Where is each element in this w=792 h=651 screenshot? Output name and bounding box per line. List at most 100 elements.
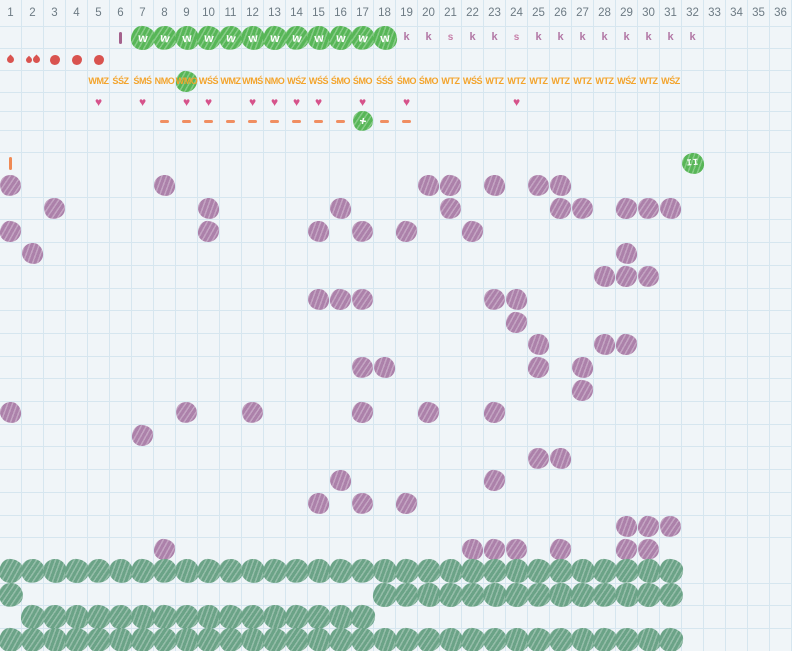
day-cell[interactable] bbox=[0, 470, 22, 492]
day-cell[interactable] bbox=[550, 49, 572, 70]
day-cell[interactable] bbox=[506, 402, 528, 424]
day-cell[interactable] bbox=[330, 153, 352, 174]
day-cell[interactable] bbox=[572, 424, 594, 447]
day-cell[interactable] bbox=[176, 492, 198, 515]
day-cell[interactable] bbox=[0, 492, 22, 515]
day-cell[interactable] bbox=[594, 243, 616, 265]
day-cell[interactable] bbox=[374, 197, 396, 220]
day-cell[interactable] bbox=[327, 604, 354, 631]
day-cell[interactable] bbox=[591, 558, 618, 585]
day-cell[interactable]: ♥ bbox=[264, 93, 286, 111]
day-cell[interactable] bbox=[176, 356, 198, 379]
day-cell[interactable] bbox=[88, 492, 110, 515]
day-cell[interactable] bbox=[110, 131, 132, 152]
day-cell[interactable] bbox=[110, 288, 132, 311]
day-cell[interactable] bbox=[242, 538, 264, 560]
day-cell[interactable] bbox=[770, 311, 792, 333]
day-cell[interactable] bbox=[525, 627, 552, 651]
day-cell[interactable] bbox=[704, 447, 726, 470]
day-cell[interactable] bbox=[660, 243, 682, 265]
day-cell[interactable] bbox=[374, 606, 396, 629]
day-cell[interactable]: WTZ bbox=[528, 71, 550, 92]
day-cell[interactable] bbox=[770, 112, 792, 130]
day-cell[interactable] bbox=[239, 627, 266, 651]
day-cell[interactable] bbox=[528, 470, 550, 492]
day-cell[interactable] bbox=[198, 174, 220, 197]
day-cell[interactable] bbox=[682, 538, 704, 560]
day-cell[interactable] bbox=[770, 93, 792, 111]
day-cell[interactable] bbox=[748, 470, 770, 492]
day-cell[interactable] bbox=[682, 559, 704, 583]
day-cell[interactable] bbox=[638, 606, 660, 629]
day-cell[interactable] bbox=[418, 131, 440, 152]
day-cell[interactable] bbox=[748, 356, 770, 379]
day-cell[interactable] bbox=[220, 492, 242, 515]
day-cell[interactable] bbox=[770, 153, 792, 174]
day-cell[interactable] bbox=[374, 379, 396, 402]
day-cell[interactable]: k bbox=[396, 27, 418, 48]
day-cell[interactable] bbox=[704, 606, 726, 629]
day-cell[interactable] bbox=[615, 242, 638, 266]
day-cell[interactable] bbox=[308, 333, 330, 356]
day-cell[interactable] bbox=[440, 379, 462, 402]
day-cell[interactable] bbox=[527, 356, 550, 379]
day-cell[interactable] bbox=[480, 626, 509, 651]
day-cell[interactable] bbox=[22, 333, 44, 356]
day-cell[interactable] bbox=[40, 603, 69, 632]
day-cell[interactable] bbox=[0, 424, 22, 447]
day-cell[interactable] bbox=[395, 220, 418, 243]
day-cell[interactable] bbox=[264, 492, 286, 515]
day-cell[interactable] bbox=[308, 402, 330, 424]
day-cell[interactable] bbox=[770, 492, 792, 515]
day-cell[interactable] bbox=[88, 402, 110, 424]
day-cell[interactable] bbox=[198, 538, 220, 560]
day-cell[interactable] bbox=[440, 93, 462, 111]
day-cell[interactable] bbox=[550, 333, 572, 356]
day-cell[interactable] bbox=[704, 402, 726, 424]
day-cell[interactable] bbox=[110, 538, 132, 560]
day-cell[interactable] bbox=[110, 49, 132, 70]
day-cell[interactable] bbox=[418, 424, 440, 447]
day-cell[interactable] bbox=[154, 492, 176, 515]
day-cell[interactable] bbox=[66, 174, 88, 197]
day-cell[interactable] bbox=[440, 356, 462, 379]
day-cell[interactable] bbox=[264, 131, 286, 152]
day-cell[interactable] bbox=[396, 243, 418, 265]
day-cell[interactable] bbox=[44, 402, 66, 424]
day-cell[interactable] bbox=[418, 93, 440, 111]
day-cell[interactable] bbox=[242, 424, 264, 447]
day-cell[interactable] bbox=[88, 288, 110, 311]
day-cell[interactable] bbox=[462, 470, 484, 492]
day-cell[interactable] bbox=[396, 333, 418, 356]
day-cell[interactable] bbox=[462, 49, 484, 70]
day-cell[interactable] bbox=[308, 356, 330, 379]
day-cell[interactable] bbox=[88, 447, 110, 470]
day-cell[interactable] bbox=[726, 583, 748, 606]
day-cell[interactable] bbox=[570, 196, 595, 221]
day-cell[interactable] bbox=[220, 538, 242, 560]
day-cell[interactable] bbox=[0, 243, 22, 265]
day-cell[interactable] bbox=[0, 627, 24, 651]
day-cell[interactable] bbox=[85, 604, 112, 631]
day-cell[interactable]: w bbox=[261, 24, 288, 51]
day-cell[interactable] bbox=[506, 197, 528, 220]
day-cell[interactable] bbox=[506, 153, 528, 174]
day-cell[interactable] bbox=[726, 356, 748, 379]
day-cell[interactable] bbox=[638, 492, 660, 515]
day-cell[interactable] bbox=[594, 153, 616, 174]
day-cell[interactable] bbox=[264, 538, 286, 560]
day-cell[interactable] bbox=[506, 492, 528, 515]
day-cell[interactable] bbox=[418, 447, 440, 470]
day-cell[interactable] bbox=[393, 627, 420, 651]
day-cell[interactable] bbox=[198, 447, 220, 470]
day-cell[interactable] bbox=[748, 333, 770, 356]
day-cell[interactable] bbox=[132, 265, 154, 288]
day-cell[interactable] bbox=[550, 220, 572, 243]
day-cell[interactable] bbox=[154, 220, 176, 243]
day-cell[interactable] bbox=[593, 333, 616, 357]
day-cell[interactable] bbox=[0, 356, 22, 379]
day-cell[interactable] bbox=[418, 265, 440, 288]
day-cell[interactable] bbox=[0, 49, 22, 70]
day-cell[interactable] bbox=[374, 131, 396, 152]
day-cell[interactable] bbox=[704, 583, 726, 606]
